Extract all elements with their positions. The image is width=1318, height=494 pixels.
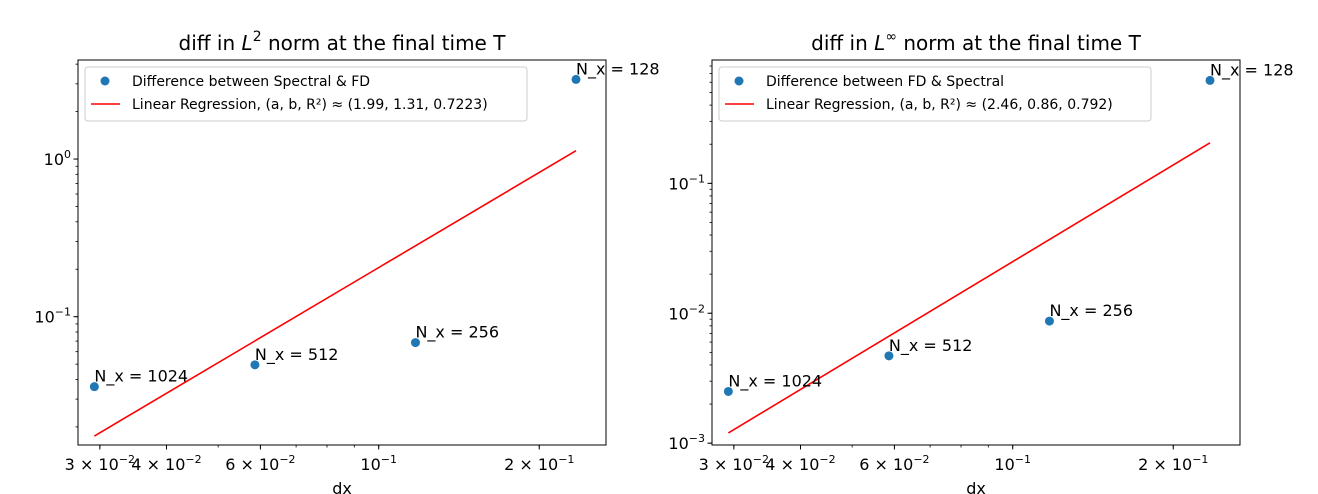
tick-label: 4 × 10−2	[765, 453, 835, 474]
chart-title: diff in L2 norm at the final time T	[179, 29, 507, 55]
chart-title-exponent: 2	[253, 29, 262, 45]
tick-label-exponent: −1	[689, 172, 705, 185]
legend-marker-scatter	[734, 76, 744, 86]
tick-label: 6 × 10−2	[225, 453, 295, 474]
tick-label-exponent: −2	[185, 453, 201, 466]
tick-label-exponent: −2	[689, 302, 705, 315]
tick-label: 2 × 10−1	[1138, 453, 1208, 474]
tick-label-base: 4 × 10	[131, 455, 185, 474]
axes-frame	[711, 59, 1241, 446]
tick-label-base: 10	[44, 150, 64, 169]
regression-line-group	[727, 142, 1211, 434]
regression-line	[93, 150, 577, 437]
tick-label-exponent: −1	[1192, 453, 1208, 466]
tick-label-exponent: −2	[819, 453, 835, 466]
x-axis-label: dx	[332, 479, 352, 494]
tick-label-exponent: −1	[558, 453, 574, 466]
tick-label-exponent: −1	[1015, 453, 1031, 466]
tick-label-exponent: −1	[55, 306, 71, 319]
right-chart-linf-norm: 3 × 10−24 × 10−2 6 × 10−2 10−1 2 × 10−110−1…	[668, 29, 1293, 494]
chart-title-suffix: norm at the final time T	[897, 31, 1142, 55]
tick-label-exponent: −2	[119, 453, 135, 466]
tick-label: 10−3	[668, 432, 705, 453]
tick-label: 4 × 10−2	[131, 453, 201, 474]
legend-box	[718, 66, 1152, 122]
tick-label-base: 3 × 10	[699, 455, 753, 474]
tick-label-base: 6 × 10	[859, 455, 913, 474]
regression-line-group	[93, 150, 577, 437]
point-annotation: N_x = 1024	[94, 367, 188, 387]
point-annotation: N_x = 1024	[728, 371, 822, 391]
chart-title-suffix: norm at the final time T	[262, 31, 507, 55]
data-point	[410, 338, 420, 348]
data-point	[723, 386, 733, 396]
chart-title-variable: L	[874, 31, 885, 55]
tick-label-base: 10	[668, 304, 688, 323]
tick-label-base: 10	[668, 174, 688, 193]
tick-label-base: 2 × 10	[1138, 455, 1192, 474]
chart-title-prefix: diff in	[811, 31, 874, 55]
tick-label-base: 10	[994, 455, 1014, 474]
tick-label-exponent: −2	[279, 453, 295, 466]
tick-label-base: 2 × 10	[504, 455, 558, 474]
tick-label: 10−1	[994, 453, 1031, 474]
legend-label-regression: Linear Regression, (a, b, R²) ≈ (1.99, 1…	[132, 97, 488, 113]
tick-label-exponent: −3	[689, 432, 705, 445]
chart-title-prefix: diff in	[179, 31, 242, 55]
regression-line	[727, 142, 1211, 434]
tick-label-exponent: −2	[913, 453, 929, 466]
tick-label: 3 × 10−2	[699, 453, 769, 474]
point-annotation: N_x = 128	[576, 59, 660, 79]
tick-label-exponent: 0	[64, 148, 71, 161]
point-annotation: N_x = 512	[889, 336, 973, 356]
data-point	[89, 382, 99, 392]
data-point	[1205, 75, 1215, 85]
tick-label-base: 10	[360, 455, 380, 474]
tick-label: 10−1	[360, 453, 397, 474]
tick-label-base: 10	[668, 434, 688, 453]
tick-label: 10−2	[668, 302, 705, 323]
legend-label-scatter: Difference between Spectral & FD	[132, 74, 370, 90]
legend-box	[84, 66, 528, 122]
left-chart-l2-norm: 3 × 10−24 × 10−2 6 × 10−2 10−1 2 × 10−11001…	[34, 29, 659, 494]
data-point	[250, 360, 260, 370]
axes-frame	[77, 59, 607, 446]
tick-label: 10−1	[668, 172, 705, 193]
point-annotation: N_x = 256	[415, 323, 499, 343]
tick-label: 6 × 10−2	[859, 453, 929, 474]
data-point	[884, 351, 894, 361]
legend-marker-scatter	[100, 76, 110, 86]
tick-label-base: 10	[34, 308, 54, 327]
legend-label-regression: Linear Regression, (a, b, R²) ≈ (2.46, 0…	[766, 97, 1113, 113]
data-point	[571, 74, 581, 84]
chart-title-exponent: ∞	[885, 29, 897, 45]
tick-label: 2 × 10−1	[504, 453, 574, 474]
x-axis-label: dx	[966, 479, 986, 494]
tick-label-base: 3 × 10	[65, 455, 119, 474]
point-annotation: N_x = 256	[1049, 301, 1133, 321]
legend-label-scatter: Difference between FD & Spectral	[766, 74, 1004, 90]
tick-label-exponent: −1	[381, 453, 397, 466]
tick-label: 10−1	[34, 306, 71, 327]
chart-title: diff in L∞ norm at the final time T	[811, 29, 1141, 55]
tick-label-exponent: −2	[753, 453, 769, 466]
point-annotation: N_x = 512	[255, 345, 339, 365]
tick-label-base: 4 × 10	[765, 455, 819, 474]
chart-title-variable: L	[242, 31, 253, 55]
data-point	[1044, 316, 1054, 326]
tick-label: 3 × 10−2	[65, 453, 135, 474]
tick-label: 100	[44, 148, 71, 169]
tick-label-base: 6 × 10	[225, 455, 279, 474]
point-annotation: N_x = 128	[1210, 60, 1294, 80]
